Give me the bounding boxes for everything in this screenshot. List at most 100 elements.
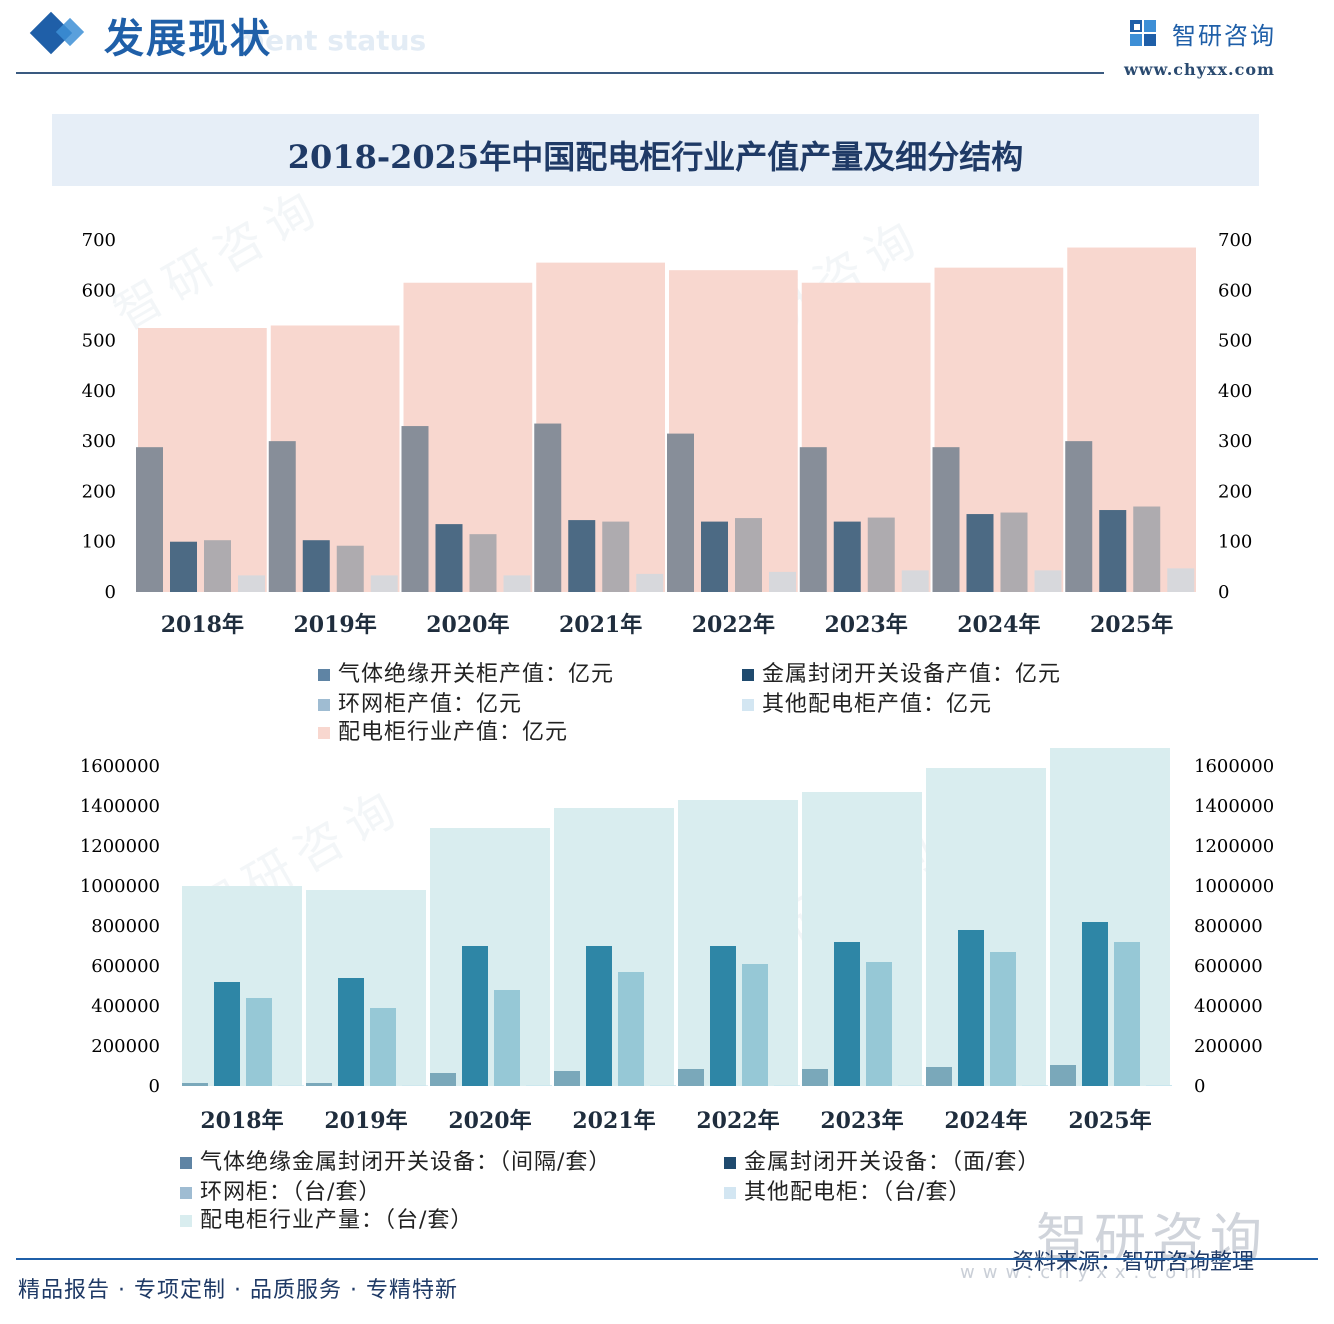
bar-series-3 (1114, 942, 1140, 1086)
bar-series-1 (182, 1083, 208, 1086)
x-category-label: 2018年 (161, 612, 244, 638)
x-category-label: 2022年 (692, 612, 775, 638)
bar-series-1 (1065, 441, 1093, 592)
legend-swatch (742, 699, 754, 711)
y-tick-label-right: 300 (1218, 431, 1252, 452)
y-tick-label-right: 400000 (1194, 996, 1263, 1017)
footer-divider (16, 1258, 1318, 1260)
x-category-label: 2025年 (1090, 612, 1173, 638)
y-tick-label-right: 700 (1218, 230, 1252, 251)
y-tick-label-right: 600000 (1194, 956, 1263, 977)
bar-total (306, 890, 426, 1086)
y-tick-label-right: 100 (1218, 532, 1252, 553)
y-tick-label: 600000 (91, 956, 160, 977)
legend-swatch (318, 699, 330, 711)
y-tick-label: 1400000 (80, 796, 160, 817)
bar-series-4 (901, 570, 929, 592)
section-title: 发展现状 (104, 16, 272, 62)
legend-label: 其他配电柜：（台/套） (744, 1180, 972, 1205)
bar-series-2 (338, 978, 364, 1086)
bar-series-1 (926, 1067, 952, 1086)
legend-swatch (180, 1215, 192, 1227)
bar-total (1050, 748, 1170, 1086)
bar-series-1 (678, 1069, 704, 1086)
bar-series-3 (867, 517, 895, 592)
brand-url: www.chyxx.com (1124, 60, 1275, 79)
bar-series-4 (1034, 570, 1062, 592)
brand-logo-icon (1130, 20, 1156, 46)
bar-series-3 (866, 962, 892, 1086)
x-category-label: 2021年 (559, 612, 642, 638)
x-category-label: 2020年 (426, 612, 509, 638)
bar-series-3 (204, 540, 231, 592)
legend-swatch (724, 1187, 736, 1199)
legend-label: 气体绝缘金属封闭开关设备：（间隔/套） (200, 1150, 612, 1175)
y-tick-label: 400000 (91, 996, 160, 1017)
bar-total (926, 768, 1046, 1086)
x-category-label: 2021年 (572, 1108, 655, 1134)
bar-series-4 (1022, 1085, 1048, 1086)
legend-swatch (318, 669, 330, 681)
legend-label: 金属封闭开关设备产值：亿元 (762, 662, 1062, 687)
bar-series-1 (534, 423, 562, 592)
legend-swatch (180, 1157, 192, 1169)
bar-series-4 (769, 571, 796, 592)
y-tick-label: 600 (82, 280, 116, 301)
y-tick-label-right: 500 (1218, 331, 1252, 352)
footer-slogan: 精品报告 · 专项定制 · 品质服务 · 专精特新 (18, 1278, 458, 1303)
legend-label: 配电柜行业产值：亿元 (338, 720, 569, 745)
chart-title: 2018-2025年中国配电柜行业产值产量及细分结构 (287, 138, 1024, 176)
bar-series-1 (799, 447, 827, 592)
bar-series-2 (833, 521, 861, 592)
x-category-label: 2022年 (696, 1108, 779, 1134)
y-tick-label: 1600000 (80, 756, 160, 777)
y-tick-label-right: 400 (1218, 381, 1252, 402)
y-tick-label-right: 200 (1218, 481, 1252, 502)
bar-series-4 (503, 575, 531, 592)
header-divider (16, 72, 1104, 74)
bar-series-4 (1167, 568, 1195, 592)
x-category-label: 2024年 (944, 1108, 1027, 1134)
x-category-label: 2018年 (200, 1108, 283, 1134)
bar-series-2 (302, 540, 330, 592)
y-tick-label-right: 1000000 (1194, 876, 1274, 897)
bar-series-4 (238, 575, 265, 592)
bar-series-4 (370, 575, 398, 592)
legend-item: 配电柜行业产量：（台/套） (180, 1202, 473, 1234)
y-tick-label: 700 (82, 230, 116, 251)
bar-series-1 (554, 1071, 580, 1086)
section-subtitle: ment status (236, 24, 427, 57)
y-tick-label: 800000 (91, 916, 160, 937)
bar-series-4 (774, 1085, 800, 1086)
legend-item: 金属封闭开关设备：（面/套） (724, 1144, 1040, 1176)
legend-swatch (742, 669, 754, 681)
y-tick-label: 300 (82, 431, 116, 452)
y-tick-label: 1200000 (80, 836, 160, 857)
bar-series-3 (618, 972, 644, 1086)
x-category-label: 2025年 (1068, 1108, 1151, 1134)
bar-series-2 (568, 520, 596, 592)
y-tick-label: 200000 (91, 1036, 160, 1057)
x-category-label: 2019年 (294, 612, 377, 638)
legend-swatch (180, 1187, 192, 1199)
bar-series-2 (462, 946, 488, 1086)
legend-label: 气体绝缘开关柜产值：亿元 (338, 662, 615, 687)
output-volume-chart: 0 0 200000 200000 400000 400000 600000 600000 80… (80, 748, 1274, 1134)
bar-series-2 (1082, 922, 1108, 1086)
bar-series-1 (401, 426, 429, 592)
bar-series-2 (834, 942, 860, 1086)
bar-series-3 (735, 518, 762, 592)
y-tick-label-right: 1600000 (1194, 756, 1274, 777)
bar-series-4 (526, 1085, 552, 1086)
y-tick-label-right: 800000 (1194, 916, 1263, 937)
bar-total (430, 828, 550, 1086)
y-tick-label: 0 (149, 1076, 160, 1097)
bar-series-3 (469, 534, 497, 592)
x-category-label: 2023年 (820, 1108, 903, 1134)
y-tick-label: 1000000 (80, 876, 160, 897)
bar-series-3 (370, 1008, 396, 1086)
legend-swatch (318, 727, 330, 739)
legend-label: 金属封闭开关设备：（面/套） (744, 1150, 1041, 1175)
legend-item: 其他配电柜产值：亿元 (742, 686, 992, 718)
watermark-url: www.chyxx.com (960, 1262, 1210, 1283)
